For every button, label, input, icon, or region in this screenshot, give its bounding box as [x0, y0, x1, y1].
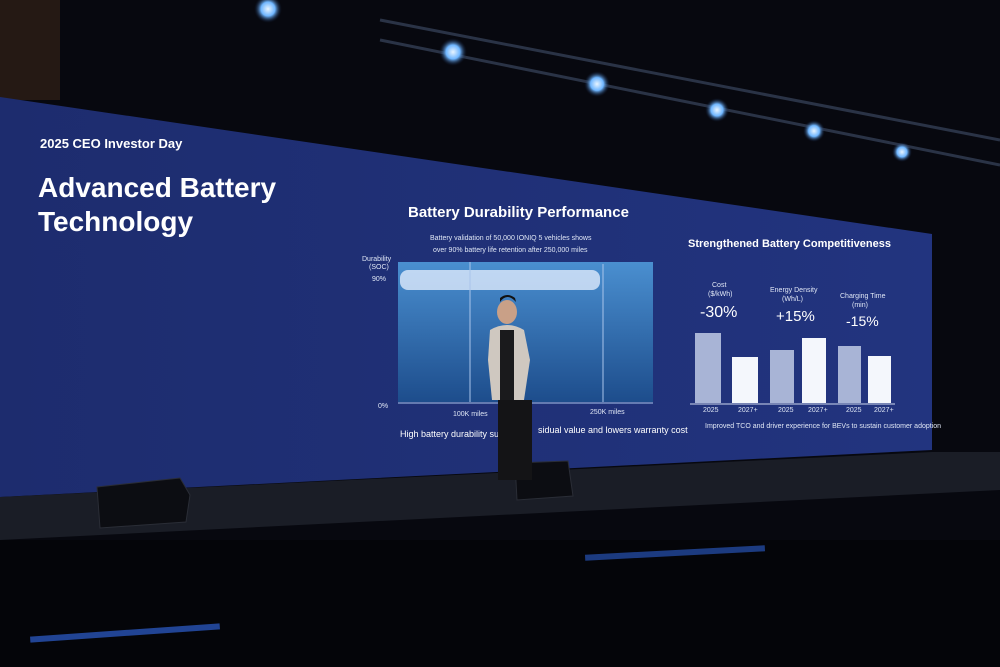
panel-title: Strengthened Battery Competitiveness — [688, 238, 891, 250]
year-labels: 2025 2027+ 2025 2027+ 2025 2027+ — [703, 407, 894, 414]
year: 2025 — [703, 407, 719, 414]
presenter — [488, 295, 532, 480]
metric-change: +15% — [776, 308, 815, 325]
metric-label: Energy Density — [770, 287, 818, 294]
panel-title: Battery Durability Performance — [408, 204, 629, 221]
metric-label: Cost — [712, 282, 726, 289]
year: 2027+ — [808, 407, 828, 414]
panel-subtitle: over 90% battery life retention after 25… — [433, 247, 588, 254]
stage-floor — [0, 452, 1000, 540]
floor-light — [30, 623, 220, 643]
metric-label: ($/kWh) — [708, 291, 733, 298]
caption: High battery durability su — [400, 429, 499, 439]
axis-label: (SOC) — [369, 264, 389, 271]
year: 2025 — [778, 407, 794, 414]
caption: Improved TCO and driver experience for B… — [705, 423, 941, 430]
x-label: 100K miles — [453, 411, 488, 418]
slide-title: Technology — [38, 206, 193, 237]
y-label: 90% — [372, 276, 386, 283]
stage-front — [0, 540, 1000, 667]
comparison-bars — [690, 333, 895, 405]
stage-lights — [254, 0, 912, 162]
x-label: 250K miles — [590, 409, 625, 416]
metric-change: -30% — [700, 304, 737, 321]
year: 2025 — [846, 407, 862, 414]
caption: sidual value and lowers warranty cost — [538, 425, 688, 435]
wall-panel — [0, 0, 60, 100]
event-label: 2025 CEO Investor Day — [40, 136, 183, 151]
year: 2027+ — [874, 407, 894, 414]
metric-label: (min) — [852, 302, 868, 309]
floor-light — [584, 545, 766, 561]
metric-label: (Wh/L) — [782, 296, 803, 303]
y-label: 0% — [378, 403, 388, 410]
slide-title: Advanced Battery — [38, 172, 277, 203]
monitor-speaker — [96, 477, 191, 529]
metric-change: -15% — [846, 313, 879, 329]
data-cloud — [400, 270, 600, 290]
metric-label: Charging Time — [840, 293, 886, 300]
year: 2027+ — [738, 407, 758, 414]
axis-label: Durability — [362, 256, 392, 263]
panel-subtitle: Battery validation of 50,000 IONIQ 5 veh… — [430, 235, 592, 242]
metrics: Cost ($/kWh) -30% Energy Density (Wh/L) … — [700, 282, 886, 329]
